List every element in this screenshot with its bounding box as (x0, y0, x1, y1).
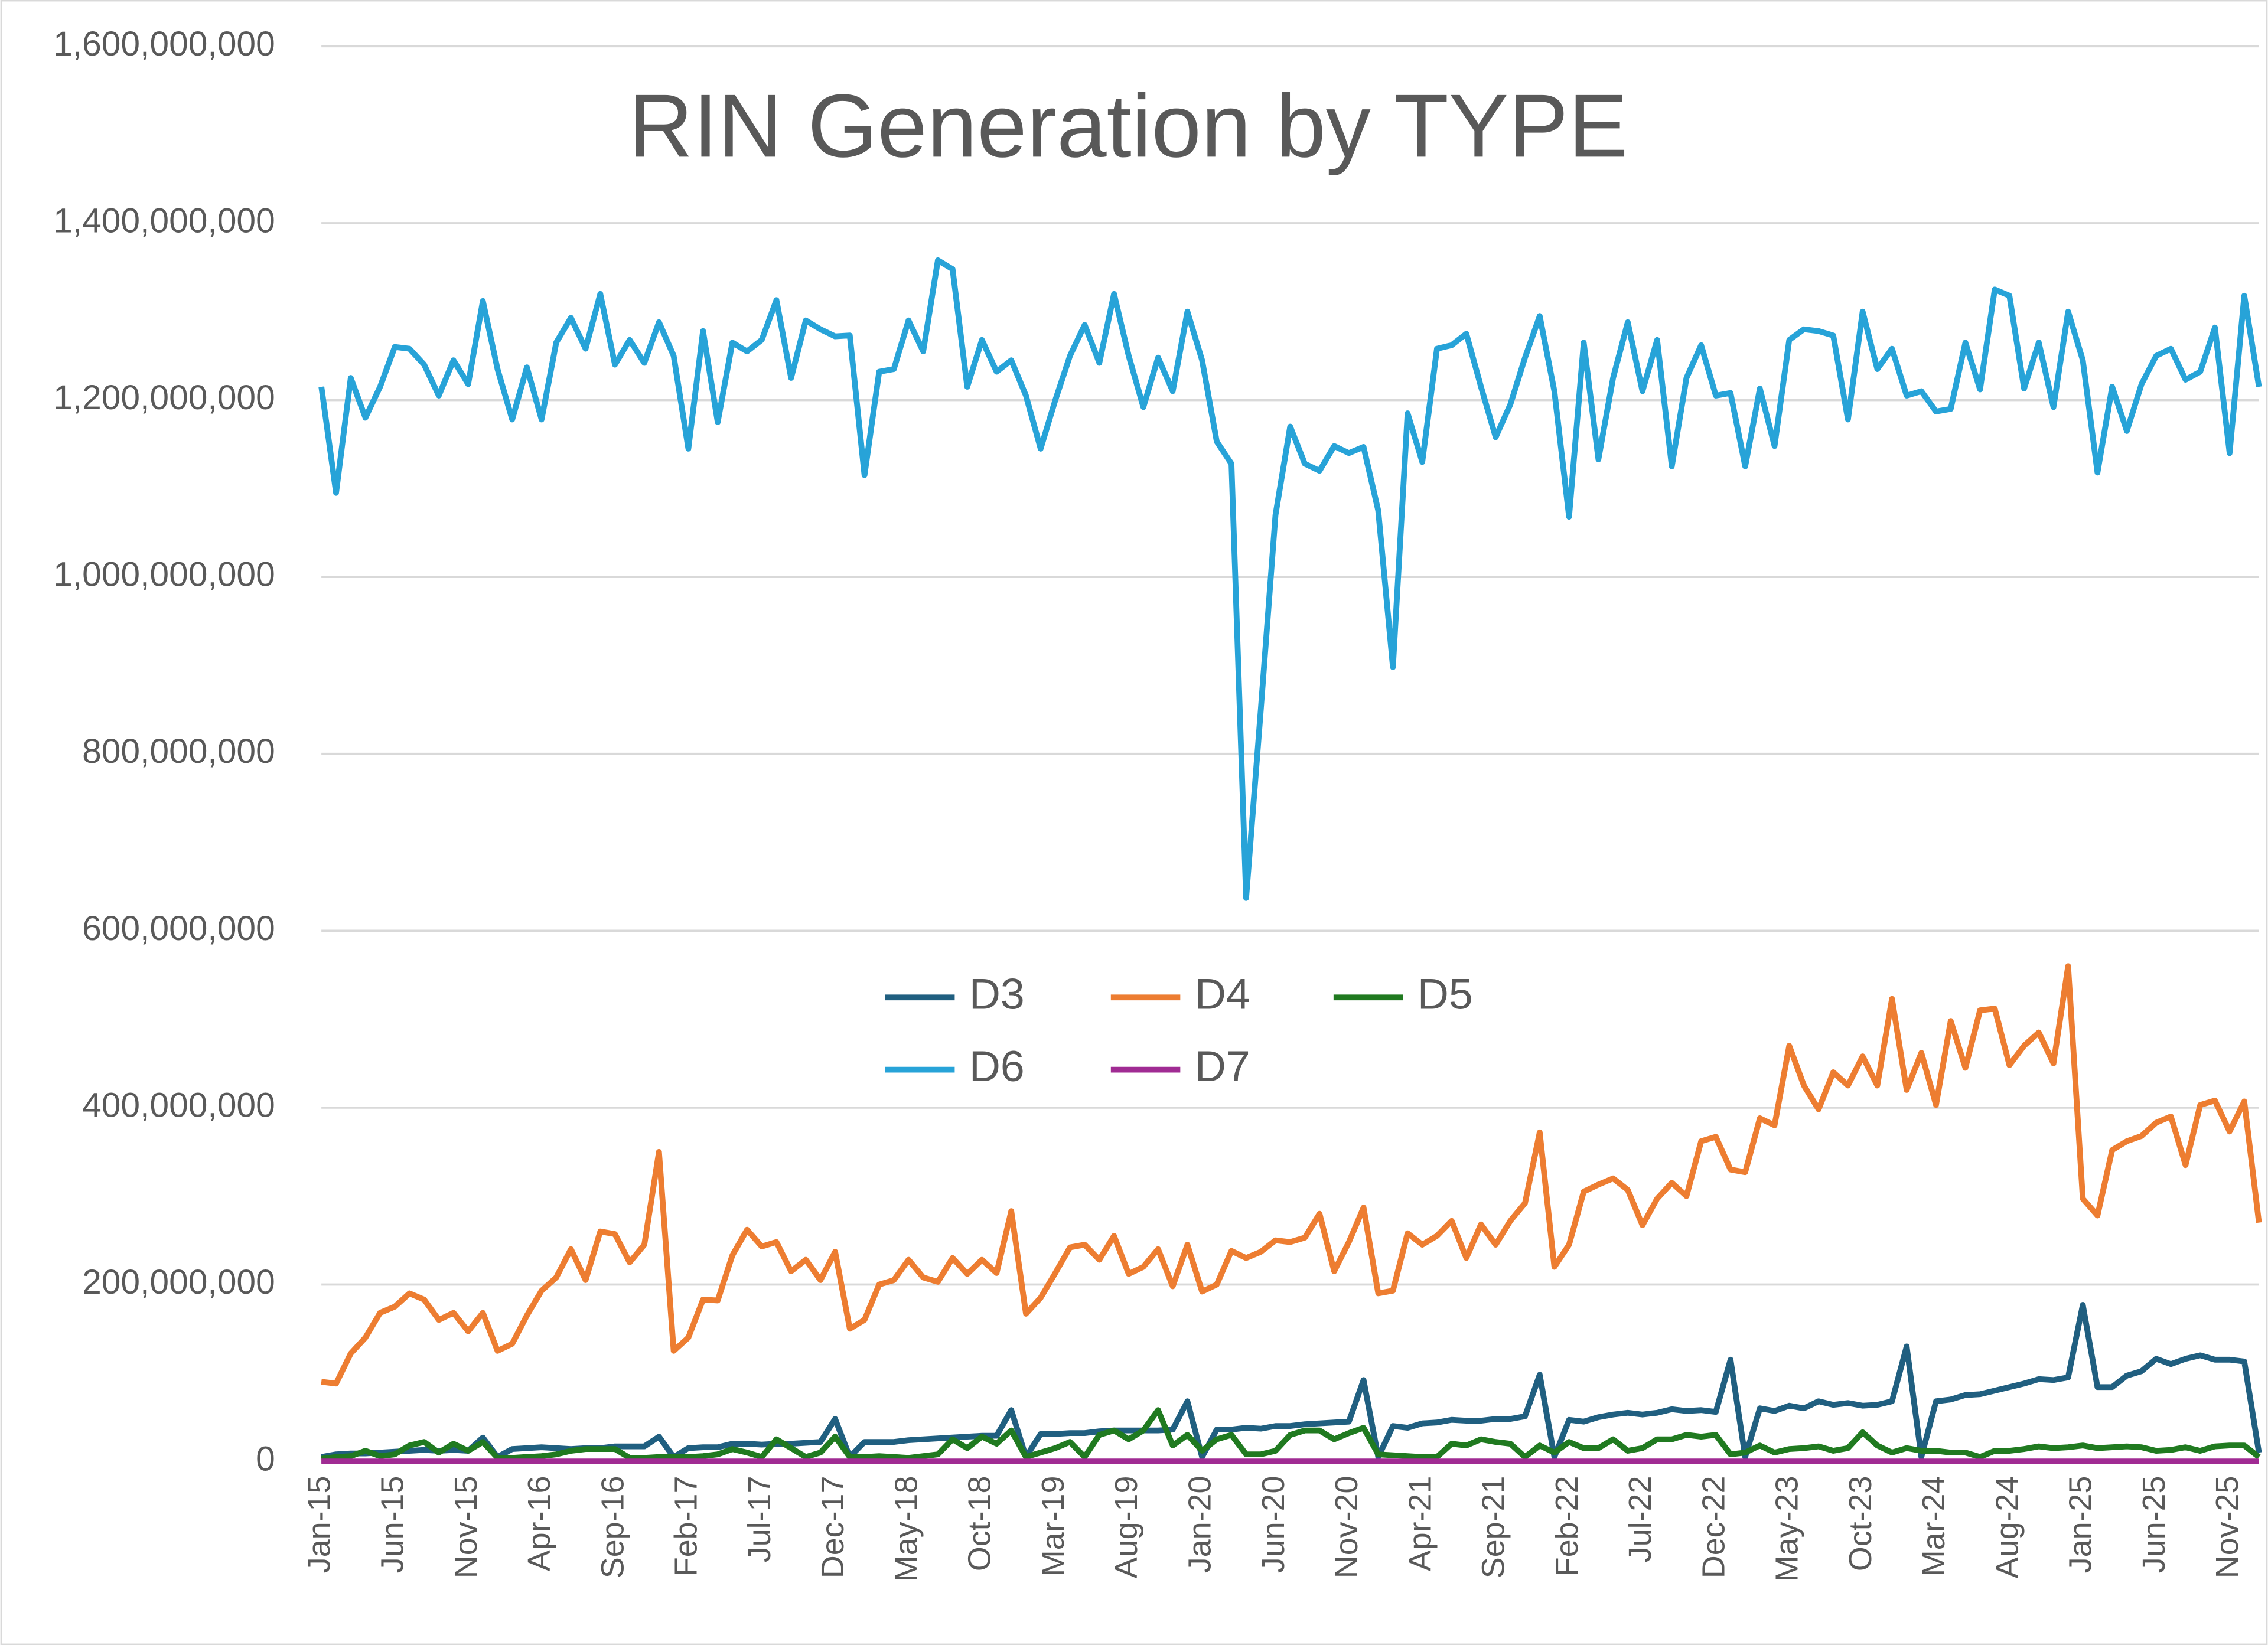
x-tick-label: Jul-22 (1622, 1476, 1658, 1563)
series-line (321, 1302, 2262, 1460)
x-tick-label: Jan-25 (2063, 1476, 2098, 1574)
x-tick-label: Mar-19 (1035, 1476, 1071, 1577)
x-tick-label: Oct-23 (1843, 1476, 1878, 1572)
legend-label: D7 (1195, 1042, 1250, 1091)
x-tick-label: Mar-24 (1916, 1476, 1951, 1577)
x-tick-label: May-23 (1770, 1476, 1805, 1582)
x-tick-label: Aug-24 (1989, 1476, 2025, 1579)
x-tick-label: Feb-22 (1549, 1476, 1585, 1577)
legend-label: D6 (969, 1042, 1025, 1091)
labels: 0 200,000,000 400,000,000 600,000,000 800,00… (53, 25, 2245, 1582)
legend-label: D3 (969, 970, 1025, 1019)
chart-title: RIN Generation by TYPE (628, 76, 1628, 176)
x-tick-label: Apr-16 (522, 1476, 557, 1572)
x-tick-label: Nov-20 (1329, 1476, 1364, 1579)
x-tick-label: Nov-25 (2210, 1476, 2245, 1579)
legend-label: D4 (1195, 970, 1250, 1019)
x-tick-label: Apr-21 (1402, 1476, 1438, 1572)
legend: D3 D4 D5 D6 D7 (885, 970, 1473, 1091)
y-tick-label: 1,000,000,000 (53, 556, 275, 594)
y-tick-label: 200,000,000 (82, 1263, 275, 1301)
series-line (321, 1407, 2261, 1462)
y-tick-label: 400,000,000 (82, 1086, 275, 1124)
x-tick-label: Dec-22 (1696, 1476, 1731, 1579)
plot-lines (318, 257, 2262, 1464)
x-tick-label: Sep-21 (1476, 1476, 1511, 1579)
x-tick-label: Oct-18 (962, 1476, 998, 1572)
x-tick-label: Aug-19 (1109, 1476, 1144, 1579)
x-tick-label: Nov-15 (448, 1476, 484, 1579)
x-tick-label: Sep-16 (595, 1476, 630, 1579)
x-tick-label: Jun-15 (375, 1476, 410, 1574)
y-tick-label: 1,200,000,000 (53, 378, 275, 417)
y-tick-label: 1,400,000,000 (53, 201, 275, 240)
y-tick-label: 800,000,000 (82, 732, 275, 771)
x-tick-label: Dec-17 (815, 1476, 850, 1579)
series-line (318, 257, 2262, 901)
y-tick-label: 600,000,000 (82, 909, 275, 948)
x-tick-label: May-18 (888, 1476, 924, 1582)
y-tick-label: 0 (256, 1440, 275, 1478)
x-tick-label: Jan-15 (301, 1476, 337, 1574)
y-tick-label: 1,600,000,000 (53, 25, 275, 63)
x-tick-label: Jun-25 (2136, 1476, 2172, 1574)
legend-label: D5 (1418, 970, 1473, 1019)
x-tick-label: Jul-17 (742, 1476, 777, 1563)
x-tick-label: Feb-17 (669, 1476, 704, 1577)
x-tick-label: Jan-20 (1182, 1476, 1218, 1574)
x-tick-label: Jun-20 (1256, 1476, 1291, 1574)
series-line (321, 963, 2262, 1387)
